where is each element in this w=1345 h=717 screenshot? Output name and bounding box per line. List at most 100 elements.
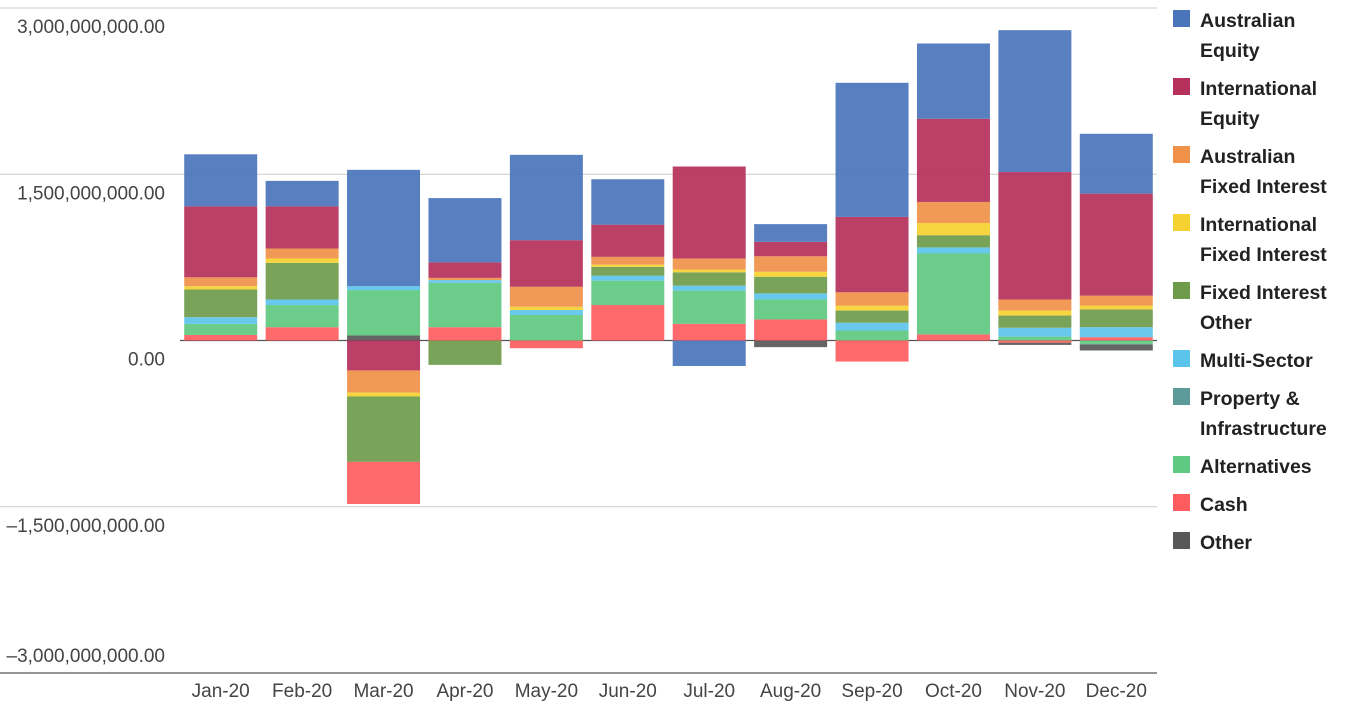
bar-segment — [347, 370, 421, 393]
bar-segment — [754, 299, 828, 320]
bar-segment — [428, 198, 502, 263]
bar-segment — [998, 336, 1072, 341]
bar-segment — [916, 201, 990, 224]
bar-segment — [998, 310, 1072, 316]
x-tick-label: Apr-20 — [436, 681, 493, 702]
bar-segment — [184, 289, 258, 318]
legend-item: Alternatives — [1173, 452, 1343, 482]
bar-segment — [998, 342, 1072, 345]
bar-segment — [998, 327, 1072, 337]
bar-segment — [672, 258, 746, 270]
bar-segment — [998, 30, 1072, 173]
bar-segment — [754, 276, 828, 294]
bar-segment — [1079, 305, 1153, 310]
bar-segment — [998, 172, 1072, 300]
legend-swatch — [1173, 532, 1190, 549]
legend-label: Cash — [1200, 494, 1248, 516]
bar-segment — [265, 299, 339, 306]
bar-segment — [672, 340, 746, 366]
bar-segment — [1079, 344, 1153, 351]
bar-segment — [591, 264, 665, 267]
bar-segment — [1079, 327, 1153, 338]
legend-label: Fixed Interest Other — [1200, 282, 1327, 334]
bar-segment — [672, 285, 746, 291]
bar-segment — [998, 340, 1072, 343]
bar-segment — [428, 262, 502, 278]
bar-segment — [672, 323, 746, 341]
bar-segment — [347, 461, 421, 504]
bar-segment — [265, 262, 339, 300]
x-tick-label: Aug-20 — [760, 681, 821, 702]
x-tick-label: Jan-20 — [192, 681, 250, 702]
bar-segment — [184, 286, 258, 290]
bar-segment — [184, 334, 258, 341]
bar-segment — [916, 253, 990, 335]
bar-segment — [1079, 295, 1153, 306]
x-tick-label: Jul-20 — [683, 681, 735, 702]
y-tick-label: –1,500,000,000.00 — [7, 516, 166, 537]
legend-item: Multi-Sector — [1173, 346, 1343, 376]
x-tick-label: Oct-20 — [925, 681, 982, 702]
bar-segment — [754, 271, 828, 277]
bar-segment — [754, 319, 828, 341]
legend-label: International Equity — [1200, 78, 1318, 130]
bar-segment — [347, 286, 421, 291]
bar-segment — [916, 247, 990, 254]
bar-segment — [916, 235, 990, 248]
bar-segment — [591, 280, 665, 306]
bar-segment — [265, 258, 339, 263]
bar-segment — [184, 317, 258, 324]
bar-segment — [916, 43, 990, 119]
legend: Australian Equity International Equity Aus… — [1173, 6, 1343, 566]
legend-swatch — [1173, 10, 1190, 27]
bar-segment — [428, 340, 502, 365]
bar-segment — [184, 154, 258, 207]
legend-swatch — [1173, 78, 1190, 95]
legend-swatch — [1173, 214, 1190, 231]
legend-swatch — [1173, 350, 1190, 367]
legend-item: Australian Equity — [1173, 6, 1343, 66]
bar-segment — [347, 169, 421, 287]
x-tick-label: Feb-20 — [272, 681, 332, 702]
x-tick-label: Nov-20 — [1004, 681, 1065, 702]
bar-segment — [265, 206, 339, 249]
legend-item: Cash — [1173, 490, 1343, 520]
bar-segment — [509, 154, 583, 241]
legend-swatch — [1173, 146, 1190, 163]
bar-segment — [1079, 193, 1153, 296]
bar-segment — [428, 280, 502, 283]
x-tick-label: Jun-20 — [599, 681, 657, 702]
bar-segment — [672, 290, 746, 324]
legend-swatch — [1173, 494, 1190, 511]
bar-segment — [347, 340, 421, 371]
bar-segment — [835, 322, 909, 331]
legend-label: Australian Equity — [1200, 10, 1296, 62]
bar-segment — [509, 286, 583, 307]
bar-segment — [591, 224, 665, 257]
bar-segment — [916, 334, 990, 341]
bar-segment — [1079, 340, 1153, 345]
legend-item: Fixed Interest Other — [1173, 278, 1343, 338]
chart: –3,000,000,000.00 –1,500,000,000.00 0.00 1,… — [0, 7, 1157, 702]
bar-segment — [916, 223, 990, 236]
bar-segment — [184, 277, 258, 287]
legend-label: International Fixed Interest — [1200, 214, 1327, 266]
legend-item: Other — [1173, 528, 1343, 558]
bar-segment — [591, 266, 665, 276]
legend-label: Property & Infrastructure — [1200, 388, 1327, 440]
bar-segment — [1079, 309, 1153, 328]
bar-segment — [754, 293, 828, 300]
bar-segment — [509, 306, 583, 311]
bar-segment — [998, 315, 1072, 328]
legend-item: International Equity — [1173, 74, 1343, 134]
bar-segment — [265, 248, 339, 259]
bar-segment — [672, 272, 746, 286]
y-tick-label: 3,000,000,000.00 — [17, 17, 165, 38]
bar-segment — [672, 269, 746, 273]
bar-segment — [509, 310, 583, 316]
bar-segment — [754, 224, 828, 242]
bar-segment — [347, 396, 421, 462]
bar-segment — [509, 315, 583, 341]
bar-segment — [754, 241, 828, 257]
